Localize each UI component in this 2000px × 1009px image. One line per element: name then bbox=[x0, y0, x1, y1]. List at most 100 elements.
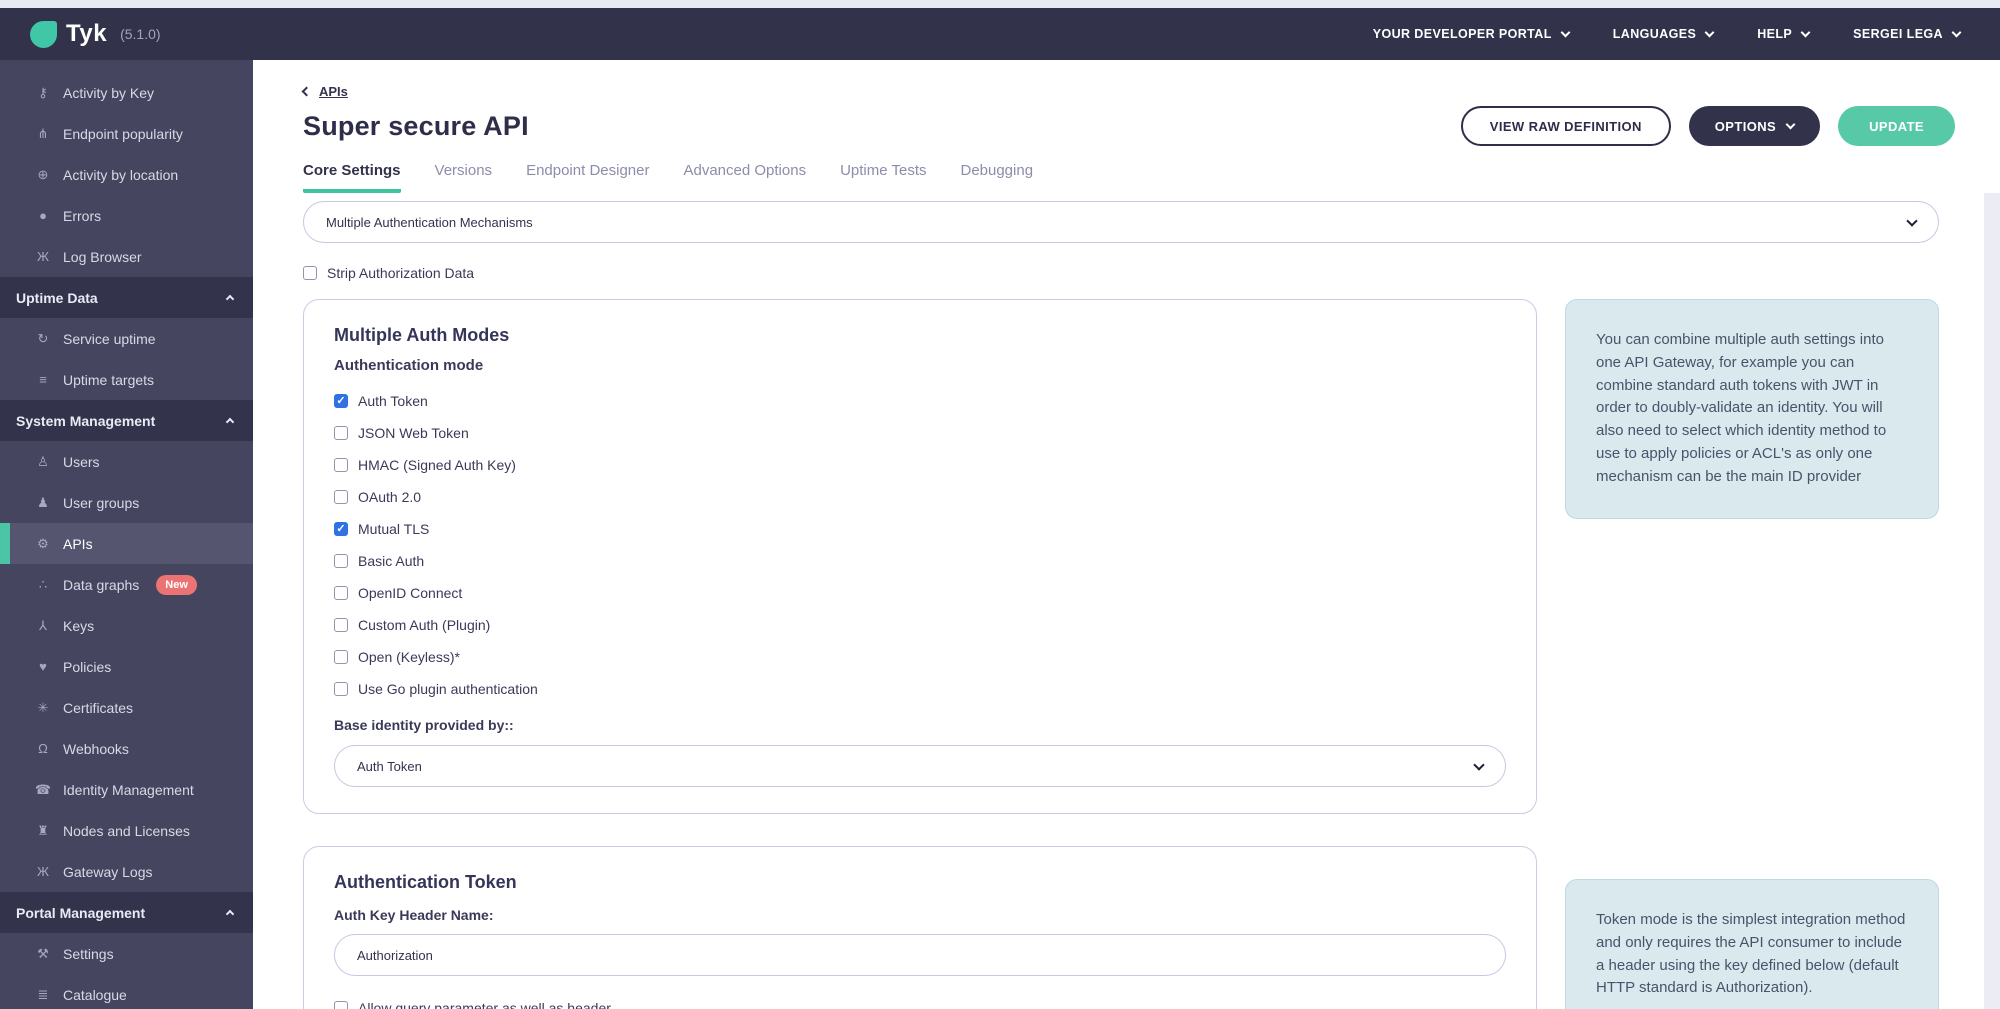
strip-authorization-data-checkbox[interactable] bbox=[303, 266, 317, 280]
menu-label: LANGUAGES bbox=[1612, 27, 1697, 41]
sidebar-item-data-graphs[interactable]: ∴ Data graphs New bbox=[0, 564, 253, 605]
key-icon: ⚷ bbox=[38, 84, 48, 100]
tab-advanced-options[interactable]: Advanced Options bbox=[683, 162, 807, 179]
vertical-scrollbar[interactable] bbox=[1984, 193, 2000, 1009]
multi-auth-info-box: You can combine multiple auth settings i… bbox=[1565, 299, 1939, 519]
endpoint-popularity-icon: ⋔ bbox=[37, 125, 49, 141]
base-identity-select-value: Auth Token bbox=[357, 758, 422, 774]
auth-mode-row: Open (Keyless)* bbox=[334, 649, 1506, 665]
chevron-down-icon bbox=[1473, 758, 1485, 771]
auth-mode-label: Mutual TLS bbox=[358, 521, 430, 537]
sidebar-item-identity-management[interactable]: ☎ Identity Management bbox=[0, 769, 253, 810]
strip-authorization-data-row: Strip Authorization Data bbox=[303, 265, 1939, 281]
sidebar: ⚷ Activity by Key ⋔ Endpoint popularity ⊕ A… bbox=[0, 60, 253, 1009]
card-title: Authentication Token bbox=[334, 872, 517, 892]
sidebar-item-activity-by-location[interactable]: ⊕ Activity by location bbox=[0, 154, 253, 195]
sidebar-item-label: Certificates bbox=[63, 699, 134, 716]
sidebar-item-service-uptime[interactable]: ↻ Service uptime bbox=[0, 318, 253, 359]
basic-auth-checkbox[interactable] bbox=[334, 554, 348, 568]
sidebar-section-uptime-data[interactable]: Uptime Data bbox=[0, 277, 253, 318]
logo-text: Tyk bbox=[66, 20, 108, 47]
allow-query-parameter-checkbox[interactable] bbox=[334, 1001, 348, 1009]
tab-uptime-tests[interactable]: Uptime Tests bbox=[840, 162, 927, 179]
base-identity-label: Base identity provided by:: bbox=[334, 717, 514, 733]
chevron-up-icon bbox=[225, 417, 235, 427]
base-identity-select[interactable]: Auth Token bbox=[334, 745, 1506, 787]
openid-connect-checkbox[interactable] bbox=[334, 586, 348, 600]
go-plugin-auth-checkbox[interactable] bbox=[334, 682, 348, 696]
topbar-menu: YOUR DEVELOPER PORTAL LANGUAGES HELP SER… bbox=[1372, 27, 1962, 41]
mutual-tls-checkbox[interactable] bbox=[334, 522, 348, 536]
wrench-icon: ⚒ bbox=[37, 945, 49, 961]
sidebar-item-errors[interactable]: ● Errors bbox=[0, 195, 253, 236]
settings-scroll-area: Multiple Authentication Mechanisms Strip… bbox=[253, 193, 2000, 1009]
tab-core-settings[interactable]: Core Settings bbox=[303, 162, 401, 193]
auth-key-header-name-input[interactable] bbox=[334, 934, 1506, 976]
sidebar-item-settings[interactable]: ⚒ Settings bbox=[0, 933, 253, 974]
auth-mode-label: Auth Token bbox=[358, 393, 428, 409]
menu-help[interactable]: HELP bbox=[1757, 27, 1811, 41]
tab-endpoint-designer[interactable]: Endpoint Designer bbox=[526, 162, 650, 179]
sidebar-section-portal-management[interactable]: Portal Management bbox=[0, 892, 253, 933]
sidebar-item-log-browser[interactable]: Ж Log Browser bbox=[0, 236, 253, 277]
sidebar-item-label: Identity Management bbox=[63, 781, 194, 798]
sidebar-item-label: Users bbox=[63, 453, 100, 470]
custom-auth-checkbox[interactable] bbox=[334, 618, 348, 632]
tyk-logo[interactable]: Tyk (5.1.0) bbox=[30, 20, 161, 48]
sidebar-item-webhooks[interactable]: Ω Webhooks bbox=[0, 728, 253, 769]
auth-mode-row: Custom Auth (Plugin) bbox=[334, 617, 1506, 633]
oauth2-checkbox[interactable] bbox=[334, 490, 348, 504]
auth-mode-label: HMAC (Signed Auth Key) bbox=[358, 457, 516, 473]
sidebar-item-user-groups[interactable]: ♟ User groups bbox=[0, 482, 253, 523]
tyk-leaf-icon bbox=[30, 20, 57, 48]
auth-mode-row: OpenID Connect bbox=[334, 585, 1506, 601]
bomb-icon: ● bbox=[39, 208, 47, 223]
token-option-label: Allow query parameter as well as header bbox=[358, 1000, 611, 1009]
auth-mode-label: Basic Auth bbox=[358, 553, 425, 569]
sidebar-item-apis[interactable]: ⚙ APIs bbox=[0, 523, 253, 564]
certificate-icon: ✳ bbox=[37, 699, 49, 715]
auth-mode-row: HMAC (Signed Auth Key) bbox=[334, 457, 1506, 473]
catalogue-list-icon: ≣ bbox=[37, 986, 49, 1002]
auth-mechanism-select[interactable]: Multiple Authentication Mechanisms bbox=[303, 201, 1939, 243]
view-raw-definition-button[interactable]: VIEW RAW DEFINITION bbox=[1460, 106, 1671, 146]
sidebar-item-gateway-logs[interactable]: Ж Gateway Logs bbox=[0, 851, 253, 892]
sidebar-item-endpoint-popularity[interactable]: ⋔ Endpoint popularity bbox=[0, 113, 253, 154]
sidebar-item-policies[interactable]: ♥ Policies bbox=[0, 646, 253, 687]
sidebar-item-keys[interactable]: ⅄ Keys bbox=[0, 605, 253, 646]
sidebar-section-label: Uptime Data bbox=[16, 289, 98, 306]
tab-versions[interactable]: Versions bbox=[434, 162, 493, 179]
breadcrumb-label: APIs bbox=[319, 84, 348, 99]
sidebar-item-certificates[interactable]: ✳ Certificates bbox=[0, 687, 253, 728]
breadcrumb[interactable]: APIs bbox=[301, 84, 348, 99]
sidebar-item-label: Policies bbox=[63, 658, 112, 675]
auth-mode-label: Use Go plugin authentication bbox=[358, 681, 538, 697]
sidebar-item-label: Nodes and Licenses bbox=[63, 822, 190, 839]
sidebar-item-activity-by-key[interactable]: ⚷ Activity by Key bbox=[0, 72, 253, 113]
chevron-down-icon bbox=[1906, 214, 1918, 227]
sidebar-item-label: Service uptime bbox=[63, 330, 156, 347]
sidebar-item-nodes-and-licenses[interactable]: ♜ Nodes and Licenses bbox=[0, 810, 253, 851]
sidebar-item-uptime-targets[interactable]: ≡ Uptime targets bbox=[0, 359, 253, 400]
menu-developer-portal[interactable]: YOUR DEVELOPER PORTAL bbox=[1372, 27, 1571, 41]
auth-token-checkbox[interactable] bbox=[334, 394, 348, 408]
chevron-up-icon bbox=[225, 294, 235, 304]
sidebar-item-users[interactable]: ♙ Users bbox=[0, 441, 253, 482]
auth-token-info-box: Token mode is the simplest integration m… bbox=[1565, 879, 1939, 1009]
open-keyless-checkbox[interactable] bbox=[334, 650, 348, 664]
sidebar-section-system-management[interactable]: System Management bbox=[0, 400, 253, 441]
bug-icon: Ж bbox=[36, 864, 49, 879]
json-web-token-checkbox[interactable] bbox=[334, 426, 348, 440]
options-button[interactable]: OPTIONS bbox=[1688, 106, 1821, 146]
options-button-label: OPTIONS bbox=[1714, 118, 1777, 134]
update-button[interactable]: UPDATE bbox=[1838, 106, 1955, 146]
card-title: Multiple Auth Modes bbox=[334, 325, 510, 345]
sidebar-item-catalogue[interactable]: ≣ Catalogue bbox=[0, 974, 253, 1009]
hmac-checkbox[interactable] bbox=[334, 458, 348, 472]
menu-label: YOUR DEVELOPER PORTAL bbox=[1372, 27, 1552, 41]
auth-key-header-name-label: Auth Key Header Name: bbox=[334, 907, 494, 923]
menu-user-account[interactable]: SERGEI LEGA bbox=[1853, 27, 1962, 41]
menu-languages[interactable]: LANGUAGES bbox=[1612, 27, 1715, 41]
auth-mode-row: Auth Token bbox=[334, 393, 1506, 409]
tab-debugging[interactable]: Debugging bbox=[960, 162, 1034, 179]
